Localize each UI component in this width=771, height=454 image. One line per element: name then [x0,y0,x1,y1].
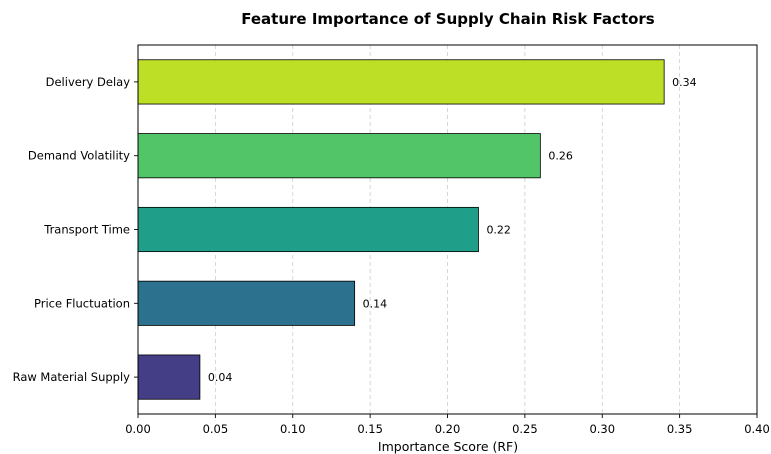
bar [137,206,479,253]
x-axis-label: Importance Score (RF) [378,439,518,454]
bar-value-label: 0.34 [672,76,697,89]
x-tick-label: 0.20 [435,422,461,436]
bar [137,280,356,326]
bar-value-label: 0.26 [548,150,573,163]
bar [137,59,665,105]
y-tick-label: Demand Volatility [28,149,130,163]
y-tick-label: Raw Material Supply [13,370,131,384]
y-tick-label: Transport Time [43,223,130,237]
bar [137,354,201,400]
y-axis: Delivery Delay Demand Volatility Transport… [13,75,138,384]
x-axis: 0.00 0.05 0.10 0.15 0.20 0.25 0.30 0.35 0.40 [125,414,770,436]
bar-value-label: 0.22 [486,224,511,237]
x-tick-label: 0.35 [667,422,693,436]
chart-title: Feature Importance of Supply Chain Risk … [241,10,655,28]
bar-value-label: 0.04 [208,371,233,384]
bars: 0.34 0.26 0.22 0.14 0.04 [137,59,697,400]
x-tick-label: 0.25 [512,422,538,436]
x-tick-label: 0.00 [125,422,151,436]
y-tick-label: Price Fluctuation [34,296,130,310]
x-tick-label: 0.40 [744,422,770,436]
x-tick-label: 0.30 [589,422,615,436]
x-tick-label: 0.05 [203,422,229,436]
x-tick-label: 0.10 [280,422,306,436]
bar-value-label: 0.14 [363,297,388,310]
bar [137,133,541,179]
y-tick-label: Delivery Delay [46,75,131,89]
x-tick-label: 0.15 [357,422,383,436]
